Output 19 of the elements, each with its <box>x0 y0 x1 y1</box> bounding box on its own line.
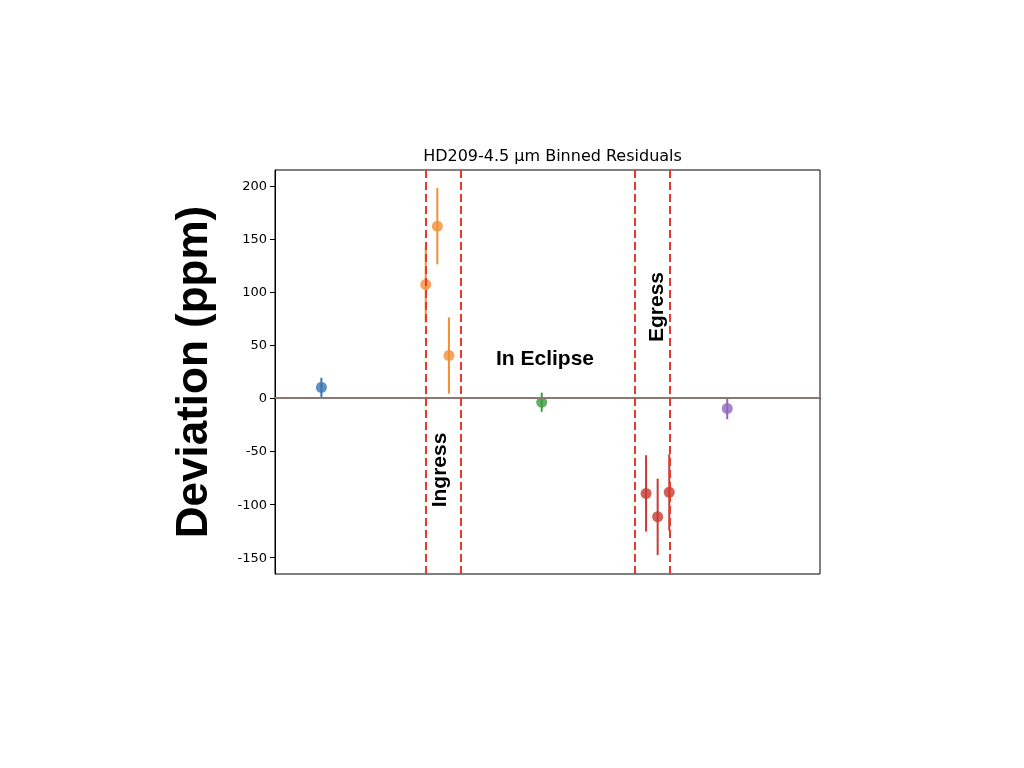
chart-title: HD209-4.5 μm Binned Residuals <box>423 145 682 165</box>
y-tick-label: -150 <box>237 549 267 565</box>
y-tick-label: 200 <box>242 178 267 194</box>
y-tick-label: -100 <box>237 496 267 512</box>
y-tick-label: 150 <box>242 231 267 247</box>
y-tick-label: 50 <box>250 337 267 353</box>
y-tick-label: -50 <box>245 443 267 459</box>
point <box>315 381 327 393</box>
point <box>431 220 443 232</box>
y-tick-label: 100 <box>242 284 267 300</box>
annotation: In Eclipse <box>495 345 595 369</box>
point <box>640 487 652 499</box>
point <box>443 350 455 362</box>
y-tick-label: 0 <box>258 390 267 406</box>
point <box>652 511 664 523</box>
y-axis-title: Deviation (ppm) <box>166 205 216 539</box>
annotation: Ingress <box>426 432 450 508</box>
annotation: Egress <box>643 271 667 343</box>
point <box>721 403 733 415</box>
